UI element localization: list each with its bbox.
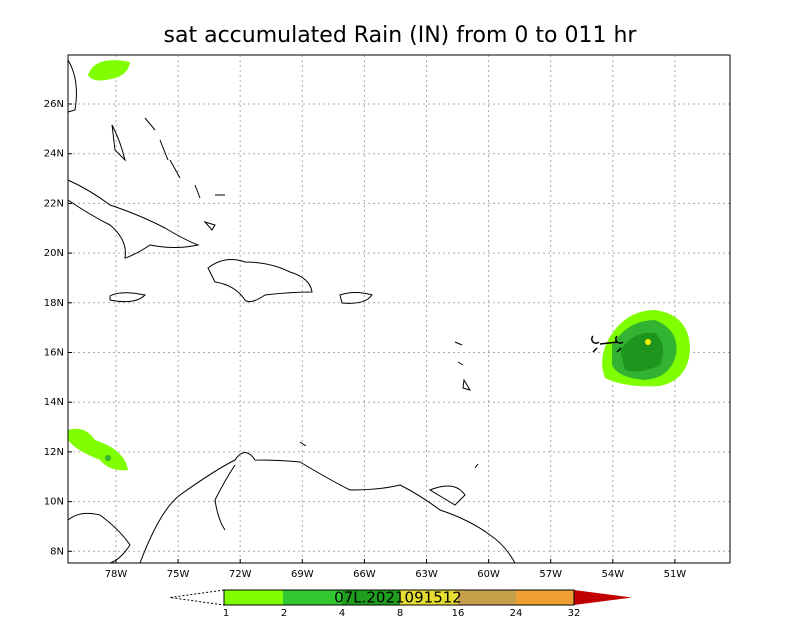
rain-area xyxy=(645,339,651,345)
map-frame xyxy=(67,54,731,564)
lat-label: 22N xyxy=(44,198,64,209)
colorbar: 07L.2021091512 xyxy=(169,589,632,607)
coastline xyxy=(67,452,516,564)
lon-label: 78W xyxy=(105,569,128,580)
coastline xyxy=(299,341,479,506)
storm-track xyxy=(591,335,624,353)
colorbar-bin xyxy=(458,590,516,605)
lon-label: 69W xyxy=(291,569,314,580)
rain-field xyxy=(68,60,690,471)
lon-label: 75W xyxy=(167,569,190,580)
coastlines xyxy=(67,59,516,564)
colorbar-bin xyxy=(224,590,283,605)
colorbar-label: 1 xyxy=(223,608,229,618)
coastline xyxy=(214,464,236,531)
coastline xyxy=(339,292,373,304)
coastline xyxy=(67,59,77,113)
colorbar-label: 16 xyxy=(452,608,465,618)
coastline xyxy=(207,259,313,303)
colorbar-labels: 1 2 4 8 16 24 32 xyxy=(223,608,581,618)
colorbar-bin xyxy=(400,590,458,605)
colorbar-over xyxy=(574,590,632,605)
storm-symbol xyxy=(591,335,619,353)
coastline xyxy=(109,292,147,303)
lon-label: 54W xyxy=(601,569,624,580)
lon-label: 66W xyxy=(353,569,376,580)
rain-area xyxy=(620,332,664,372)
colorbar-label: 8 xyxy=(397,608,403,618)
colorbar-bin xyxy=(516,590,574,605)
coastline xyxy=(67,179,200,259)
colorbar-label: 2 xyxy=(281,608,287,618)
rain-area xyxy=(88,60,130,81)
lat-label: 20N xyxy=(44,248,64,259)
rain-area xyxy=(105,455,111,461)
lat-label: 24N xyxy=(44,149,64,160)
lon-label: 72W xyxy=(229,569,252,580)
lat-label: 14N xyxy=(44,397,64,408)
lon-label: 57W xyxy=(539,569,562,580)
lon-label: 51W xyxy=(664,569,687,580)
lat-label: 18N xyxy=(44,298,64,309)
storm-label: 07L.2021091512 xyxy=(334,589,462,607)
lat-label: 12N xyxy=(44,447,64,458)
colorbar-outline xyxy=(223,589,575,606)
lon-label: 60W xyxy=(477,569,500,580)
colorbar-bin xyxy=(283,590,342,605)
colorbar-label: 4 xyxy=(339,608,345,618)
lon-label: 63W xyxy=(415,569,438,580)
colorbar-label: 24 xyxy=(510,608,523,618)
rain-area xyxy=(68,428,128,471)
lat-label: 16N xyxy=(44,348,64,359)
colorbar-bin xyxy=(342,590,400,605)
map-title: sat accumulated Rain (IN) from 0 to 011 … xyxy=(164,23,638,48)
storm-symbol xyxy=(615,335,624,353)
coastline xyxy=(111,117,225,231)
lat-label: 26N xyxy=(44,99,64,110)
lat-label: 8N xyxy=(50,546,64,557)
colorbar-label: 32 xyxy=(568,608,581,618)
grid xyxy=(68,55,730,563)
lat-label: 10N xyxy=(44,497,64,508)
